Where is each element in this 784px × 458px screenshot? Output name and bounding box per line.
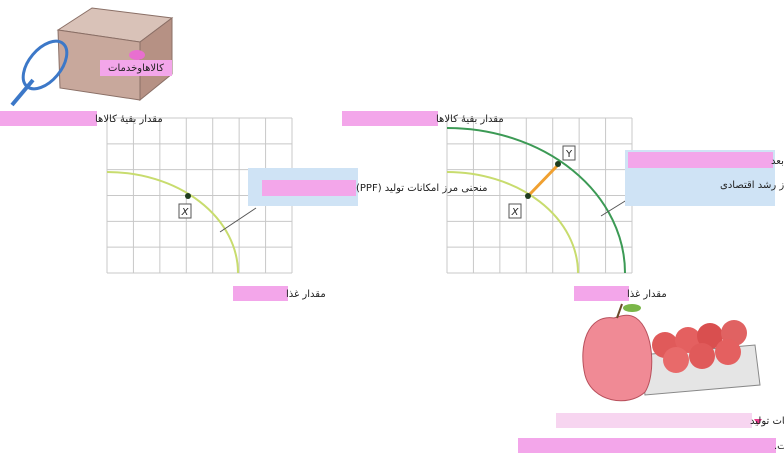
box-label: کالاهاوخدمات (108, 63, 164, 74)
box-illustration (10, 7, 174, 107)
point-label: X (181, 207, 190, 218)
y-axis-label: مقدار بقیهٔ کالاها (436, 114, 504, 125)
point (555, 161, 561, 167)
ppf-curve (106, 171, 239, 274)
curve-label: منحنی مرز امکانات تولید (PPF) (356, 183, 487, 194)
x-axis-label: مقدار غذا (286, 289, 326, 300)
label-highlight (262, 180, 356, 196)
label-highlight (342, 111, 438, 126)
label-highlight (233, 286, 288, 301)
label-highlight (574, 286, 629, 301)
curve-label: منحنی مرز امکانات تولید بعد (771, 156, 784, 167)
bullet (754, 419, 762, 425)
caption-text: رشد اقتصادی منحنی را به سمت راست- بالا م… (774, 441, 784, 452)
label-highlight (0, 111, 97, 126)
label-highlight (100, 60, 172, 76)
caption-title: رشد اقتصادی و منحنی مرز امکانات تولید (750, 416, 784, 427)
label-highlight (628, 152, 773, 168)
point-label: Y (565, 149, 573, 160)
point (525, 193, 531, 199)
label-highlight (556, 413, 752, 428)
ppf-curve (446, 171, 579, 274)
x-axis-label: مقدار غذا (627, 289, 667, 300)
point (185, 193, 191, 199)
point-label: X (511, 207, 520, 218)
label-highlight (518, 438, 776, 453)
ppf-curve-shifted (446, 127, 626, 274)
curve-label: از رشد اقتصادی (720, 180, 784, 191)
y-axis-label: مقدار بقیهٔ کالاها (95, 114, 163, 125)
shift-arrow (528, 164, 559, 196)
grid (446, 117, 633, 274)
leader-line (219, 207, 257, 233)
point-box (508, 203, 522, 219)
apples-illustration (582, 303, 761, 402)
point-box (562, 145, 576, 161)
point-box (178, 203, 192, 219)
